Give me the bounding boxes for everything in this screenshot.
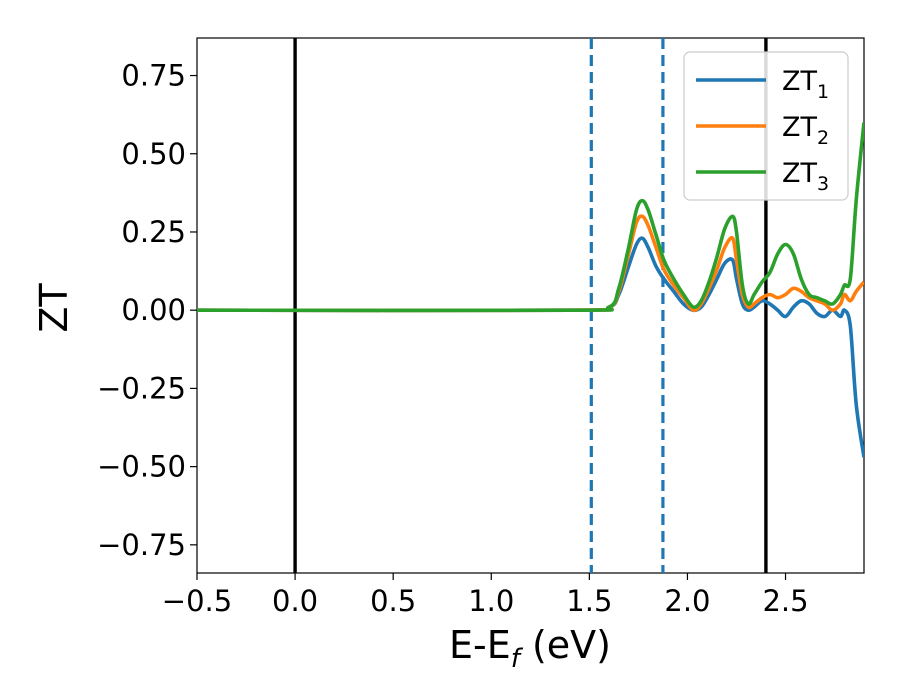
legend: ZT1 ZT2 ZT3 — [683, 51, 849, 201]
legend-label-1: ZT1 — [782, 66, 829, 103]
x-tick-label: 1.0 — [468, 584, 514, 618]
series-line-2 — [197, 214, 864, 313]
series-line-3 — [197, 122, 864, 313]
x-tick-label: 0.5 — [370, 584, 416, 618]
legend-label-3: ZT3 — [782, 158, 829, 195]
x-tick-label: 1.5 — [566, 584, 612, 618]
y-tick-label: 0.00 — [121, 293, 186, 327]
x-tick-label: 0.0 — [272, 584, 318, 618]
y-axis-title: ZT — [32, 283, 76, 333]
y-tick-label: 0.75 — [121, 59, 186, 93]
x-axis-title: E-Ef (eV) — [449, 623, 611, 674]
legend-label-2: ZT2 — [782, 112, 829, 149]
x-tick-label: 2.0 — [664, 584, 710, 618]
y-tick-label: −0.25 — [97, 371, 186, 405]
x-tick-label: 2.5 — [762, 584, 808, 618]
x-tick-label: −0.5 — [162, 584, 232, 618]
y-tick-label: 0.50 — [121, 137, 186, 171]
y-tick-label: −0.50 — [97, 450, 186, 484]
y-tick-label: −0.75 — [97, 528, 186, 562]
y-tick-label: 0.25 — [121, 215, 186, 249]
series-line-1 — [197, 236, 864, 458]
